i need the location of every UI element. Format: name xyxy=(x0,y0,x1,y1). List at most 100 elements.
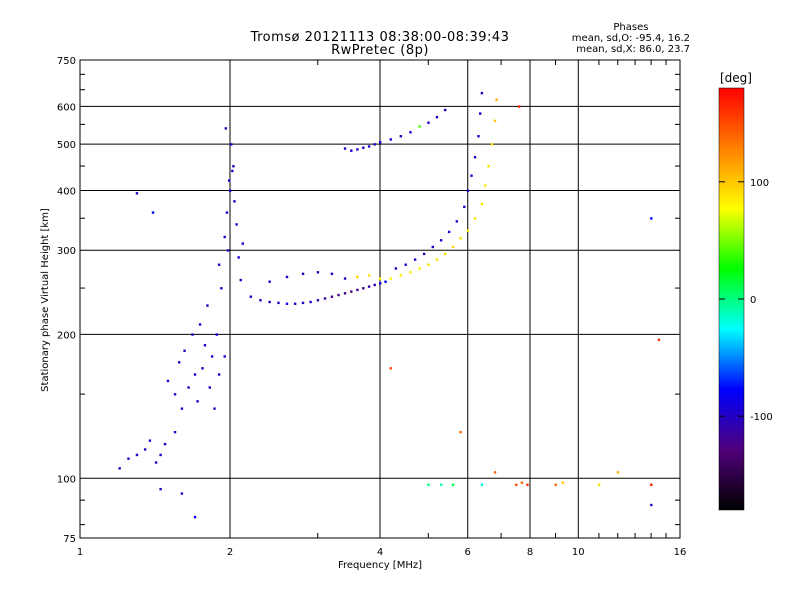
data-point xyxy=(490,143,494,146)
data-point xyxy=(479,112,482,115)
data-point xyxy=(439,483,443,487)
data-point xyxy=(418,267,421,270)
data-point xyxy=(561,481,564,484)
data-point xyxy=(143,448,147,451)
data-point xyxy=(435,115,439,119)
data-point xyxy=(268,280,271,283)
data-point xyxy=(301,272,305,276)
data-point xyxy=(657,338,661,342)
grid xyxy=(80,60,680,538)
data-point xyxy=(159,487,162,491)
data-point xyxy=(493,471,497,474)
data-point xyxy=(241,242,245,245)
data-point xyxy=(443,252,447,256)
data-point xyxy=(249,295,253,298)
data-point xyxy=(379,277,382,280)
phase-stats: Phases mean, sd,O: -95.4, 16.2 mean, sd,… xyxy=(572,22,690,55)
data-point xyxy=(217,373,221,376)
colorbar-tick-label: 0 xyxy=(750,295,756,306)
data-point xyxy=(480,483,484,487)
data-point xyxy=(520,481,524,484)
data-point xyxy=(159,453,162,457)
colorbar-unit-label: [deg] xyxy=(720,71,752,85)
y-tick-label: 100 xyxy=(57,474,76,485)
data-point xyxy=(367,274,371,277)
data-point xyxy=(451,483,455,487)
data-point xyxy=(206,304,209,307)
data-point xyxy=(285,302,289,305)
data-point xyxy=(480,202,484,206)
data-point xyxy=(173,430,177,434)
y-tick-label: 750 xyxy=(57,56,76,67)
data-point xyxy=(166,379,170,383)
data-point xyxy=(127,457,130,460)
data-point xyxy=(597,483,601,487)
data-point xyxy=(517,105,521,108)
data-point xyxy=(196,400,199,403)
data-point xyxy=(554,483,557,487)
chart-title: Tromsø 20121113 08:38:00-08:39:43 xyxy=(250,30,510,45)
data-point xyxy=(350,149,353,152)
data-point xyxy=(389,277,392,280)
data-point xyxy=(330,272,334,276)
x-tick-label: 1 xyxy=(77,547,83,558)
data-point xyxy=(180,492,184,495)
data-point xyxy=(459,237,462,240)
data-point xyxy=(210,355,214,358)
data-point xyxy=(309,300,312,304)
data-point xyxy=(451,245,455,249)
data-point xyxy=(399,135,403,138)
data-point xyxy=(455,220,459,223)
data-point xyxy=(404,263,407,266)
data-point xyxy=(389,138,392,141)
x-tick-label: 4 xyxy=(377,547,383,558)
data-point xyxy=(316,299,320,302)
data-point xyxy=(362,287,365,290)
x-axis-ticks: 1 2 4 6 8 10 16 xyxy=(77,60,686,558)
x-axis-label: Frequency [MHz] xyxy=(338,560,422,571)
data-point xyxy=(356,288,359,292)
data-point xyxy=(187,386,190,389)
data-point xyxy=(203,344,207,347)
data-point xyxy=(389,367,392,370)
phase-stats-x: mean, sd,X: 86.0, 23.7 xyxy=(576,44,690,55)
data-point xyxy=(367,285,371,288)
data-point xyxy=(487,165,490,168)
data-point xyxy=(418,125,421,128)
x-tick-label: 8 xyxy=(527,547,533,558)
data-point xyxy=(337,293,340,297)
data-point xyxy=(232,165,235,168)
data-point xyxy=(466,229,470,232)
data-point xyxy=(422,252,426,256)
data-point xyxy=(230,143,233,146)
data-point xyxy=(431,245,434,249)
colorbar-tick-label: -100 xyxy=(750,412,773,423)
data-point xyxy=(373,143,376,146)
data-point xyxy=(208,386,211,389)
data-point xyxy=(435,258,439,261)
data-point xyxy=(343,277,347,280)
data-point xyxy=(220,287,223,290)
data-points xyxy=(118,91,661,519)
data-point xyxy=(239,278,242,282)
data-point xyxy=(367,145,371,148)
colorbar-ticks: 100 0 -100 xyxy=(719,178,773,423)
data-point xyxy=(427,483,430,487)
data-point xyxy=(217,263,221,266)
data-point xyxy=(413,258,417,261)
data-point xyxy=(473,156,477,159)
data-point xyxy=(233,200,236,203)
data-point xyxy=(135,453,139,457)
data-point xyxy=(447,230,451,234)
data-point xyxy=(193,515,197,519)
data-point xyxy=(213,407,216,410)
data-point xyxy=(526,483,529,487)
data-point xyxy=(227,179,231,182)
y-axis-ticks: 75 100 200 300 400 500 600 750 xyxy=(57,56,680,545)
data-point xyxy=(225,211,229,214)
colorbar-tick-label: 100 xyxy=(750,178,769,189)
data-point xyxy=(163,442,167,446)
y-tick-label: 500 xyxy=(57,140,76,151)
data-point xyxy=(135,192,139,195)
data-point xyxy=(362,146,365,149)
